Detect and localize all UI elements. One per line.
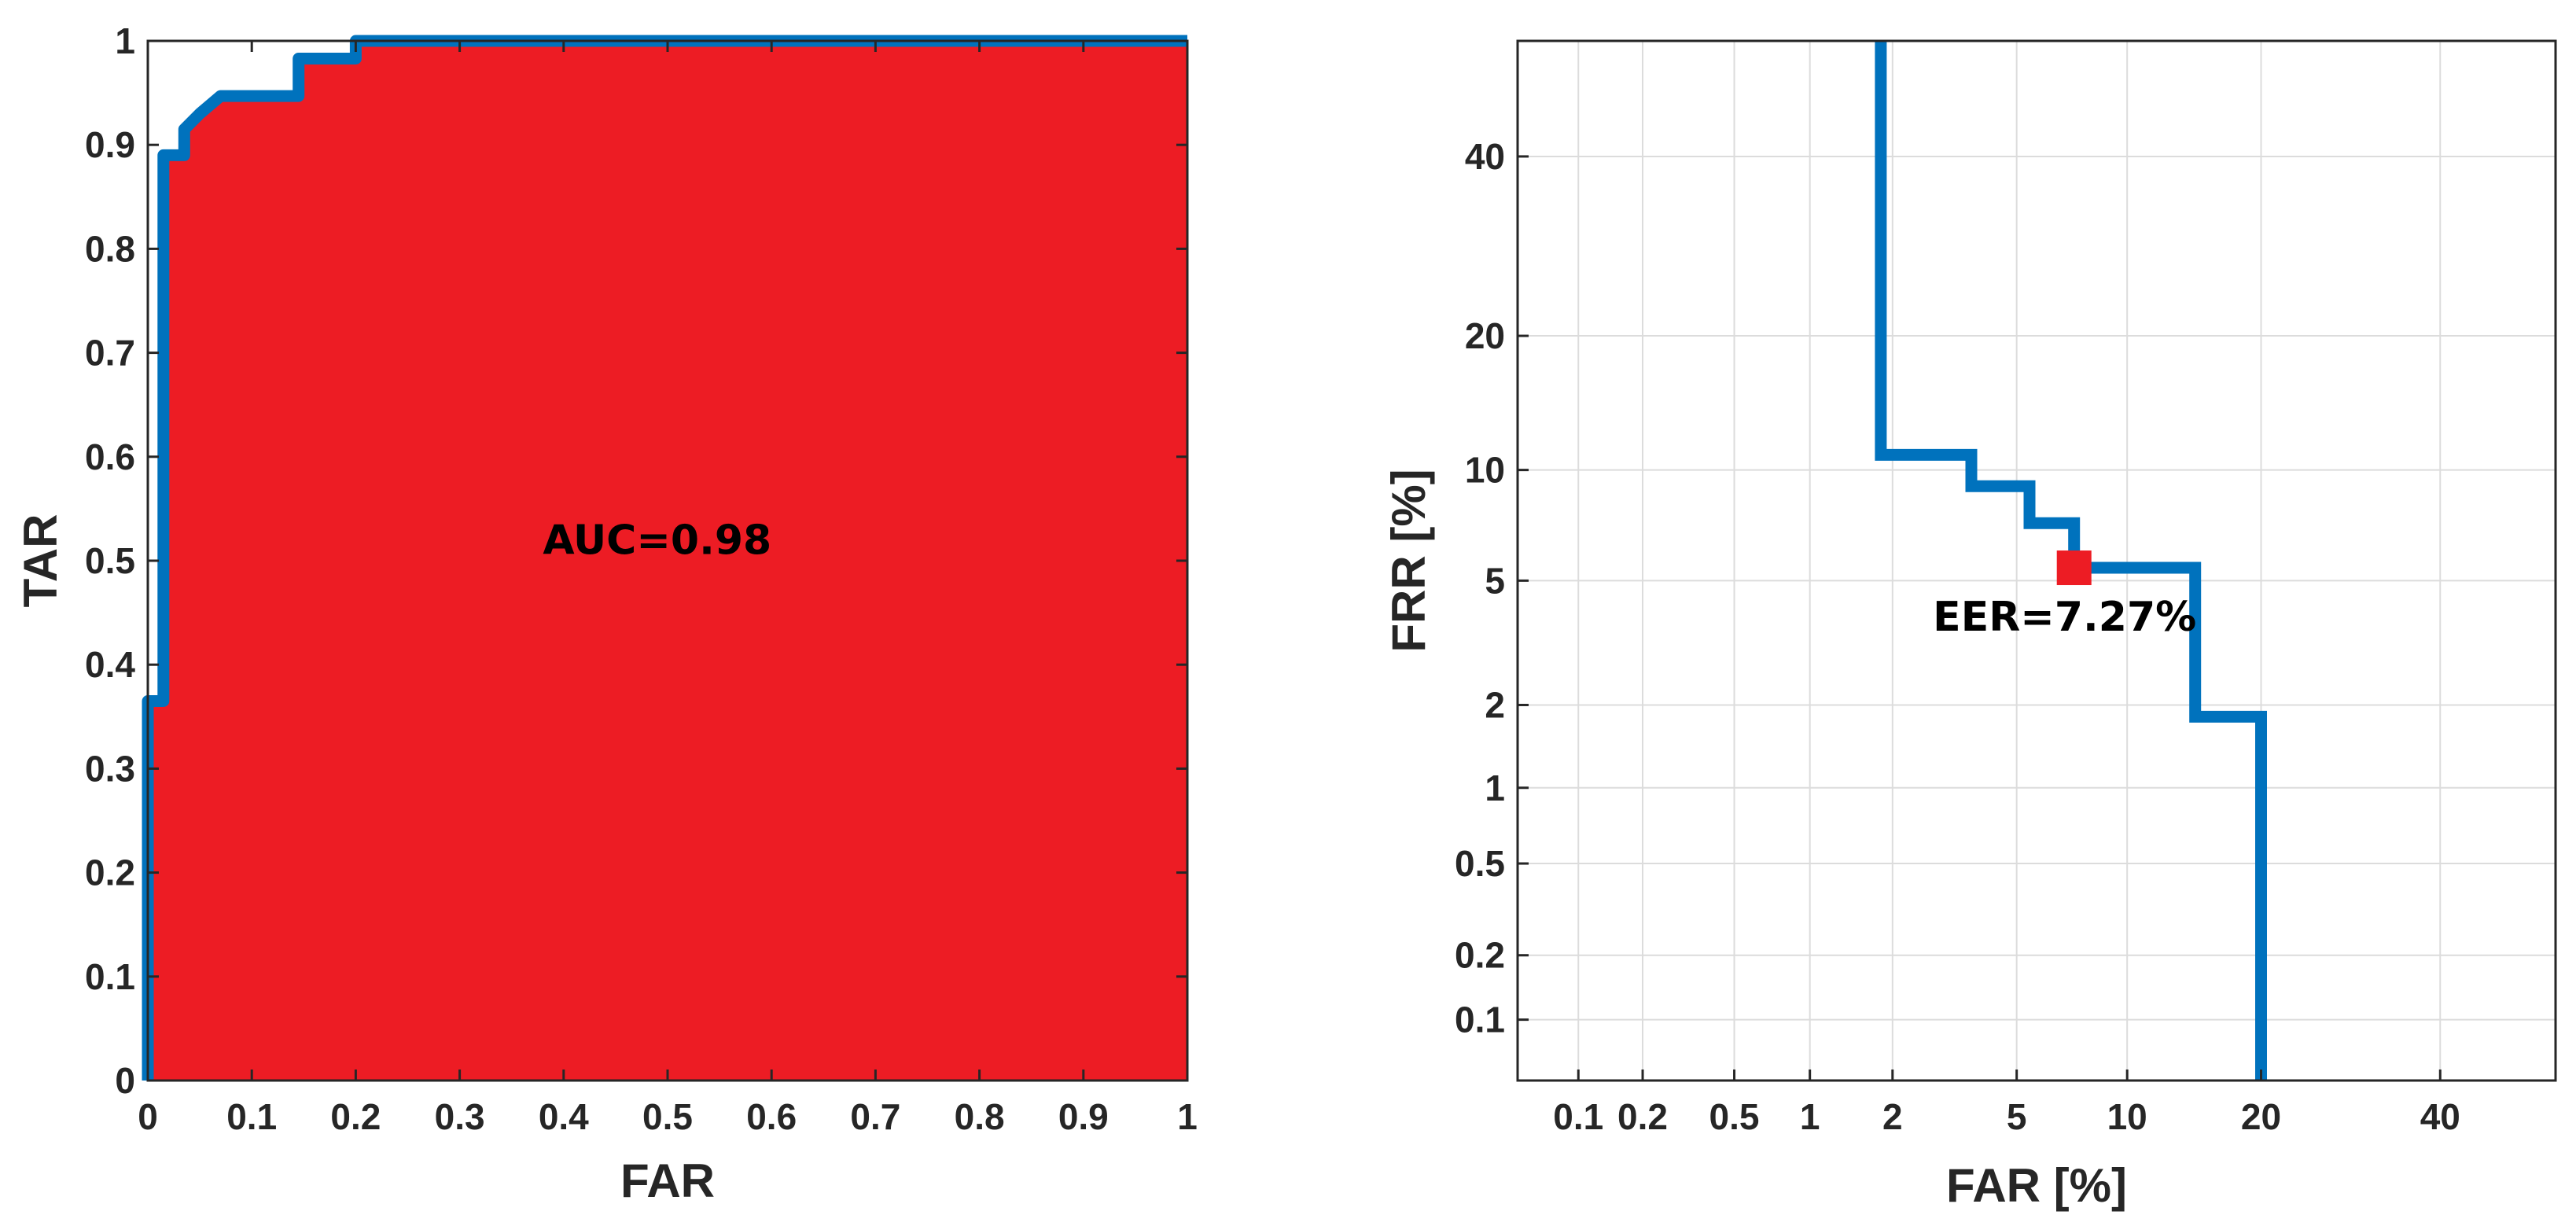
det-y-tick-label: 5 [1485,560,1505,601]
det-x-tick-label: 0.1 [1553,1096,1603,1137]
roc-y-tick-label: 0.5 [85,540,135,581]
roc-y-tick-label: 0.8 [85,228,135,269]
roc-x-tick-label: 0.8 [955,1096,1005,1137]
det-x-tick-label: 10 [2107,1096,2147,1137]
roc-x-tick-label: 0.1 [226,1096,277,1137]
roc-y-tick-label: 0.4 [85,644,135,685]
roc-x-tick-label: 0.4 [539,1096,589,1137]
det-y-tick-label: 0.2 [1455,935,1505,976]
det-x-tick-label: 2 [1882,1096,1903,1137]
det-grid [1518,41,2556,1081]
det-y-axis-label: FRR [%] [1382,469,1435,652]
det-x-axis-label: FAR [%] [1946,1159,2127,1212]
det-x-tick-label: 0.2 [1617,1096,1668,1137]
roc-y-tick-label: 0.9 [85,124,135,165]
roc-y-tick-label: 0.6 [85,436,135,477]
det-y-tick-label: 20 [1465,315,1505,356]
roc-y-tick-label: 0 [115,1060,135,1101]
roc-x-tick-label: 0 [138,1096,158,1137]
roc-y-tick-label: 0.7 [85,333,135,374]
det-x-tick-label: 40 [2420,1096,2460,1137]
det-y-tick-label: 0.5 [1455,843,1505,884]
auc-area [148,41,1187,1081]
roc-x-tick-label: 0.2 [330,1096,381,1137]
det-y-tick-label: 10 [1465,450,1505,491]
det-y-tick-label: 2 [1485,684,1505,725]
det-y-ticks: 0.1 0.2 0.5 1 2 5 10 20 40 [1455,136,1529,1040]
det-axes-box [1516,39,2557,1082]
roc-x-tick-label: 0.9 [1058,1096,1109,1137]
det-x-tick-label: 20 [2241,1096,2281,1137]
roc-x-axis-label: FAR [620,1154,715,1207]
roc-y-tick-label: 0.1 [85,956,135,997]
roc-y-tick-label: 0.3 [85,748,135,789]
roc-chart: 0 0.1 0.2 0.3 0.4 0.5 0.6 0.7 0.8 0.9 1 0 0.1 0.2 0.3… [14,20,1198,1207]
roc-y-axis-label: TAR [14,514,67,608]
eer-marker [2056,550,2092,586]
roc-x-tick-label: 1 [1177,1096,1198,1137]
roc-y-tick-label: 1 [115,20,135,61]
det-x-tick-label: 0.5 [1709,1096,1760,1137]
eer-annotation: EER=7.27% [1933,594,2196,641]
det-x-ticks: 0.1 0.2 0.5 1 2 5 10 20 40 [1553,1070,2460,1137]
roc-y-ticks: 0 0.1 0.2 0.3 0.4 0.5 0.6 0.7 0.8 0.9 1 [85,20,1187,1101]
det-curve [1875,41,2267,1081]
roc-x-tick-label: 0.7 [850,1096,900,1137]
det-x-tick-label: 1 [1800,1096,1820,1137]
roc-x-tick-label: 0.6 [746,1096,797,1137]
det-y-tick-label: 0.1 [1455,1000,1505,1040]
roc-line-layer [142,35,1187,1081]
det-y-tick-label: 1 [1485,768,1505,808]
roc-curve [142,35,1187,1081]
roc-y-tick-label: 0.2 [85,852,135,893]
det-line-layer [1875,41,2267,1081]
roc-fill-layer [148,41,1187,1081]
auc-annotation: AUC=0.98 [543,517,771,565]
det-x-tick-label: 5 [2007,1096,2027,1137]
roc-x-tick-label: 0.3 [435,1096,485,1137]
roc-x-tick-label: 0.5 [642,1096,693,1137]
det-y-tick-label: 40 [1465,136,1505,177]
roc-x-ticks: 0 0.1 0.2 0.3 0.4 0.5 0.6 0.7 0.8 0.9 1 [138,41,1198,1137]
det-chart: 0.1 0.2 0.5 1 2 5 10 20 40 0.1 0.2 0.5 1 2 5 10 20 40 EE… [1382,39,2557,1212]
